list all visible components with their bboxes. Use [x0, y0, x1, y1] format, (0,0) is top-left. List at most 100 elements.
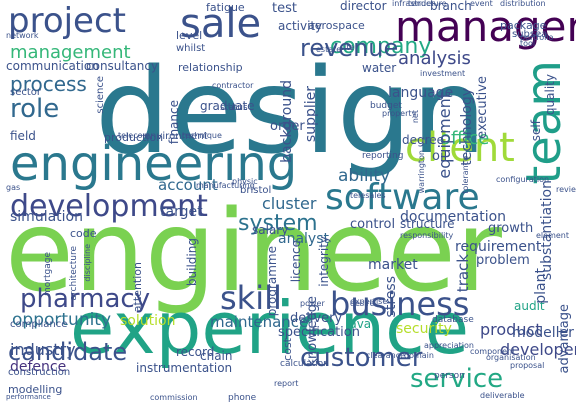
word-tolerance: tolerance [461, 156, 470, 194]
word-technique: technique [182, 131, 222, 140]
word-infrastructure: infrastructure [392, 0, 447, 8]
word-component: component [470, 347, 516, 356]
word-telecom: telecom [118, 131, 151, 140]
word-target: target [160, 204, 203, 220]
word-defence: defence [10, 359, 67, 375]
word-proposal: proposal [510, 361, 545, 370]
word-portfolio: portfolio [520, 33, 554, 42]
word-requirement: requirement [455, 239, 542, 255]
word-opportunity: opportunity [12, 310, 112, 330]
word-simulation: simulation [10, 209, 83, 225]
word-cost: cost [281, 338, 294, 361]
word-network: network [6, 31, 39, 40]
word-water: water [362, 61, 397, 75]
word-manufacturing: manufacturing [196, 181, 255, 190]
word-integrity: integrity [317, 236, 331, 287]
word-growth: growth [488, 221, 534, 236]
word-deliverable: deliverable [480, 391, 525, 400]
word-fatigue: fatigue [206, 1, 245, 14]
word-java: java [346, 317, 372, 331]
word-service: service [410, 364, 504, 394]
word-customer: customer [300, 343, 423, 373]
word-project: project [8, 1, 127, 41]
word-telesales: telesales [350, 191, 386, 200]
word-modeller: modeller [512, 325, 574, 341]
word-process: process [10, 72, 87, 96]
word-report: report [274, 379, 299, 388]
word-business: business [330, 285, 470, 323]
word-construction: construction [8, 367, 71, 378]
word-structure: structure [400, 217, 455, 231]
word-aerospace: aerospace [308, 19, 365, 32]
word-client: client [405, 125, 515, 171]
word-programme: programme [265, 246, 279, 317]
word-analysis: analysis [398, 48, 471, 69]
word-expertise: expertise [350, 297, 388, 306]
word-maintenance: maintenance [210, 313, 309, 331]
word-architecture: architecture [69, 246, 79, 301]
word-software: software [325, 177, 480, 218]
word-control: control [350, 217, 396, 232]
word-executive: executive [475, 76, 490, 139]
word-distribution: distribution [500, 0, 546, 8]
word-account: account [158, 176, 218, 194]
word-director: director [340, 0, 387, 13]
word-field: field [10, 129, 36, 143]
word-problem: problem [476, 253, 530, 268]
word-industry: industry [10, 340, 76, 359]
word-background: background [279, 80, 295, 163]
word-subsea: subsea [512, 29, 548, 40]
word-sector: sector [10, 87, 42, 98]
word-review: review [556, 185, 576, 194]
word-branch: branch [430, 0, 472, 13]
word-cluster: cluster [262, 194, 317, 213]
word-pharmacy: pharmacy [20, 284, 151, 314]
word-record: record [176, 345, 215, 359]
word-commission: commission [150, 393, 198, 402]
word-degree: degree [402, 133, 445, 147]
word-gas: gas [6, 183, 21, 192]
word-engineer: engineer [5, 187, 502, 317]
word-order: order [270, 119, 305, 134]
word-calculation: calculation [280, 359, 329, 369]
word-product: product [480, 320, 542, 339]
word-market: market [368, 257, 418, 273]
word-experience: experience [70, 286, 470, 370]
word-site: site [340, 43, 355, 52]
word-reporting: reporting [362, 151, 404, 161]
word-building: building [185, 238, 199, 287]
word-power: power [300, 299, 325, 308]
word-property: property [382, 109, 417, 118]
word-compliance: compliance [10, 319, 68, 330]
word-development: development [10, 189, 208, 224]
word-database: database [432, 315, 474, 325]
word-skill: skill [220, 279, 282, 317]
word-event: event [470, 0, 493, 8]
word-licence: licence [289, 240, 303, 283]
word-quality: quality [543, 74, 557, 116]
word-sale: sale [180, 1, 262, 47]
word-language: language [388, 85, 454, 101]
word-tender: tender [408, 0, 435, 8]
word-security: security [396, 321, 452, 337]
word-graduate: graduate [200, 99, 255, 113]
word-estate: estate [316, 45, 342, 54]
word-office: office [440, 128, 490, 149]
word-candidate: candidate [8, 338, 128, 366]
word-whilst: whilst [176, 43, 206, 54]
word-budget: budget [370, 101, 402, 111]
word-phone: phone [228, 393, 257, 403]
word-element: element [536, 231, 569, 240]
word-test: test [272, 1, 297, 16]
word-science: science [95, 76, 106, 114]
word-revenue: revenue [300, 34, 399, 62]
word-supplier: supplier [303, 86, 319, 143]
word-manager: manager [395, 2, 576, 51]
word-clearance: clearance [366, 351, 406, 360]
word-tool: tool [520, 39, 536, 48]
word-management: management [10, 42, 131, 63]
word-specification: specification [278, 325, 360, 340]
word-system: system [238, 211, 318, 236]
word-status: status [220, 103, 248, 113]
word-responsibility: responsibility [400, 231, 454, 240]
